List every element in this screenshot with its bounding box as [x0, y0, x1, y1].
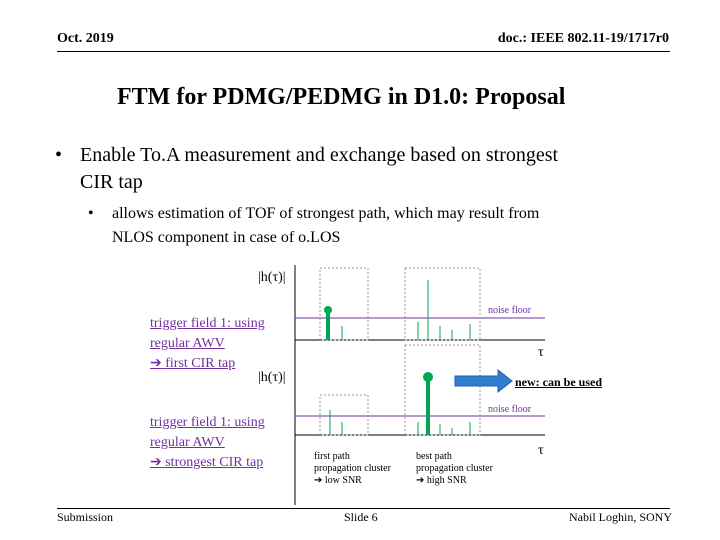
- new-label: new: can be used: [515, 375, 603, 389]
- best-cluster-box-bottom: [404, 344, 481, 436]
- arrow-right-icon: ➔: [150, 356, 162, 371]
- page-title: FTM for PDMG/PEDMG in D1.0: Proposal: [117, 84, 566, 110]
- footer-author: Nabil Loghin, SONY: [569, 510, 672, 524]
- trigger-text-top: trigger field 1: using regular AWV ➔ fir…: [150, 314, 265, 374]
- sub-bullet-marker: •: [88, 205, 94, 222]
- tau-label-top: τ: [538, 345, 544, 360]
- best-path-line1: best path: [416, 451, 452, 462]
- trigger-top-line1: trigger field 1: using: [150, 316, 265, 331]
- best-path-line3-text: high SNR: [426, 475, 467, 486]
- arrow-right-icon: ➔: [314, 475, 323, 486]
- h-tau-label-top: |h(τ)|: [258, 270, 286, 285]
- trigger-top-line2: regular AWV: [150, 336, 225, 351]
- first-cluster-box-bottom: [319, 394, 369, 436]
- header-rule: [57, 51, 670, 52]
- first-path-line3: ➔ low SNR: [314, 475, 391, 487]
- tau-label-bottom: τ: [538, 443, 544, 458]
- trigger-bottom-line2: regular AWV: [150, 435, 225, 450]
- footer-slide-number: Slide 6: [344, 510, 378, 524]
- noise-floor-label-bottom: noise floor: [488, 404, 532, 415]
- first-cluster-box-top: [319, 267, 369, 341]
- first-path-label: first path propagation cluster ➔ low SNR: [314, 451, 391, 487]
- footer-rule: [57, 508, 670, 509]
- bullet-main-line1: Enable To.A measurement and exchange bas…: [80, 144, 559, 166]
- trigger-bottom-line1: trigger field 1: using: [150, 415, 265, 430]
- bullet-sub-line2: NLOS component in case of o.LOS: [112, 229, 341, 246]
- arrow-right-icon: ➔: [416, 475, 425, 486]
- arrow-right-icon: ➔: [150, 455, 162, 470]
- bullet-main-line2: CIR tap: [80, 171, 143, 193]
- first-path-line3-text: low SNR: [324, 475, 362, 486]
- best-path-line2: propagation cluster: [416, 463, 493, 474]
- new-arrow-icon: [454, 368, 513, 394]
- best-path-line3: ➔ high SNR: [416, 475, 493, 487]
- trigger-text-bottom: trigger field 1: using regular AWV ➔ str…: [150, 413, 265, 473]
- bullet-marker: •: [55, 144, 63, 166]
- strongest-tap-marker-bottom: [423, 372, 433, 382]
- bullet-sub-line1: allows estimation of TOF of strongest pa…: [112, 205, 540, 222]
- header-doc-id: doc.: IEEE 802.11-19/1717r0: [497, 31, 669, 46]
- noise-floor-label-top: noise floor: [488, 305, 532, 316]
- trigger-bottom-line3: ➔ strongest CIR tap: [150, 453, 265, 473]
- best-cluster-box-top: [404, 267, 481, 341]
- first-tap-marker-top: [324, 306, 332, 314]
- first-path-line2: propagation cluster: [314, 463, 391, 474]
- trigger-top-line3: ➔ first CIR tap: [150, 354, 265, 374]
- trigger-top-line3-text: first CIR tap: [165, 356, 236, 371]
- footer-submission: Submission: [57, 510, 114, 524]
- trigger-bottom-line3-text: strongest CIR tap: [165, 455, 264, 470]
- first-path-line1: first path: [314, 451, 350, 462]
- header-date: Oct. 2019: [57, 31, 114, 46]
- h-tau-label-bottom: |h(τ)|: [258, 370, 286, 385]
- best-path-label: best path propagation cluster ➔ high SNR: [416, 451, 493, 487]
